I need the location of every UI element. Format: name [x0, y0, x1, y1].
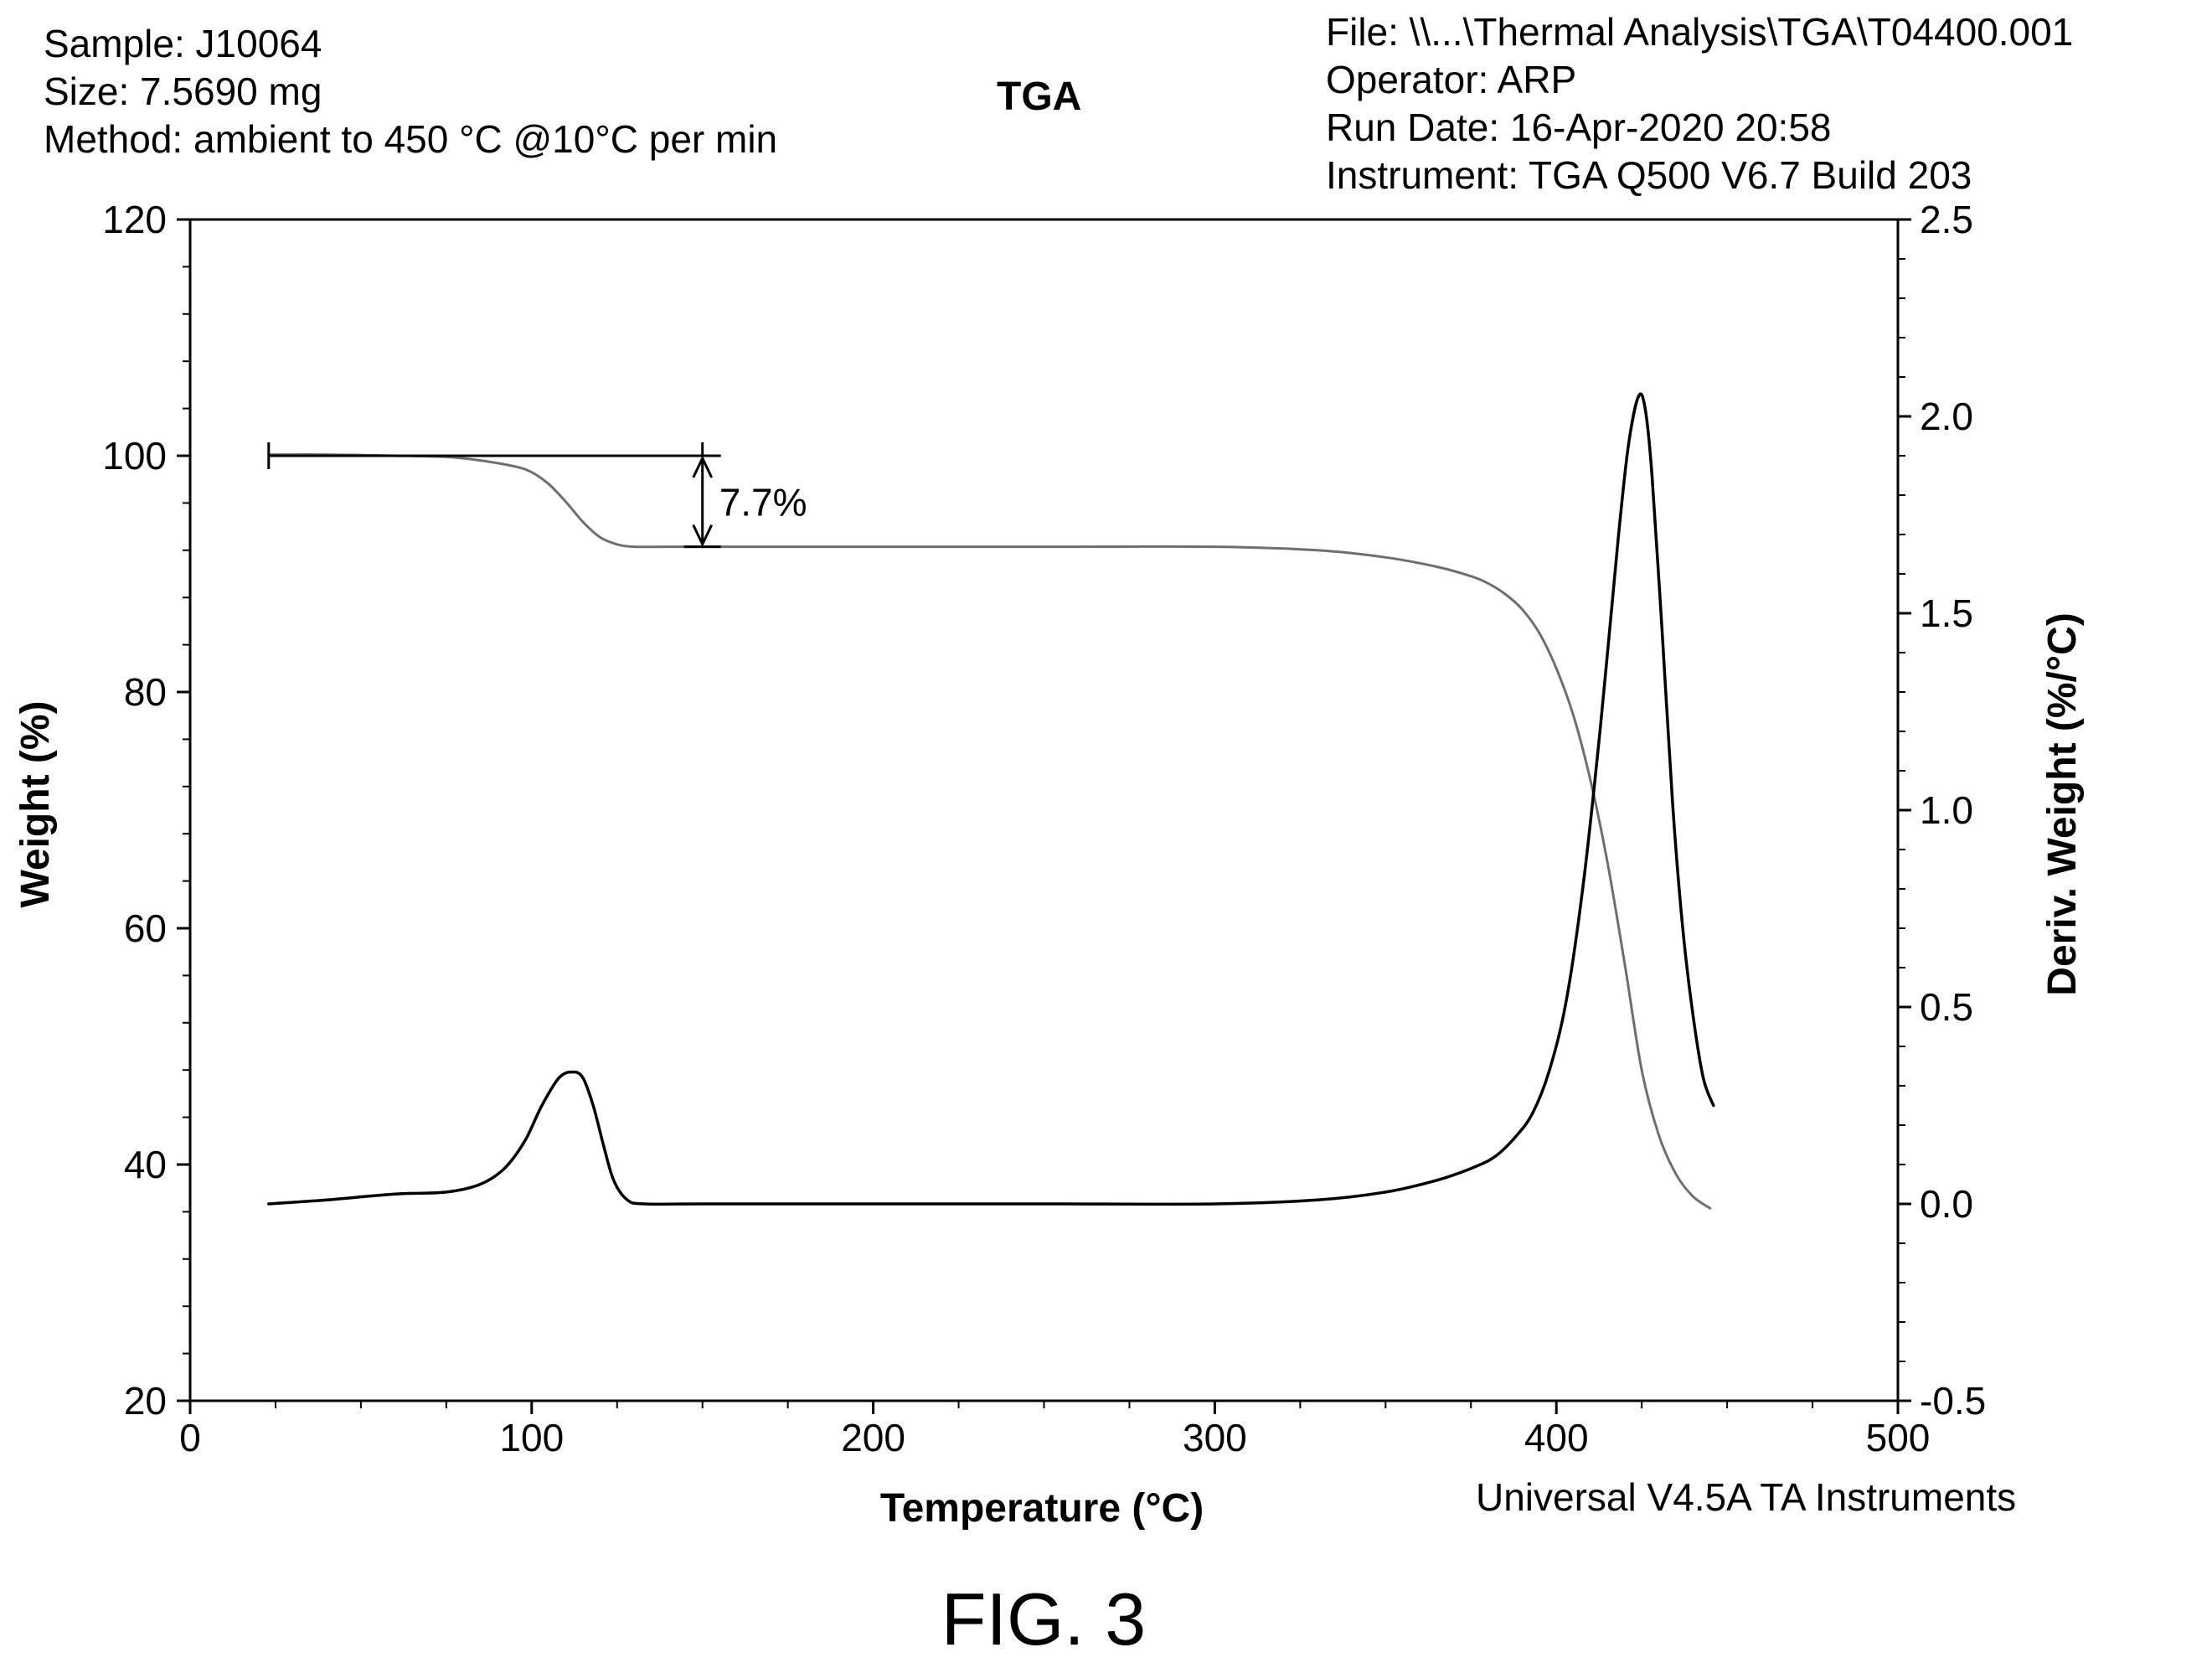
x-tick-label: 100	[499, 1416, 564, 1459]
annotation-arrow-up	[692, 455, 714, 478]
x-tick-label: 500	[1866, 1416, 1931, 1459]
operator: Operator: ARP	[1326, 58, 1577, 101]
run-date: Run Date: 16-Apr-2020 20:58	[1326, 106, 1832, 149]
y-tick-label: 100	[102, 434, 167, 478]
run-info: File: \\...\Thermal Analysis\TGA\T04400.…	[1326, 8, 2073, 199]
series	[267, 392, 1715, 1210]
chart-title: TGA	[997, 75, 1082, 119]
y2-tick-label: -0.5	[1920, 1379, 1986, 1423]
sample-name: Sample: J10064	[44, 22, 322, 65]
x-tick-label: 0	[179, 1416, 201, 1459]
y2-tick-label: 2.5	[1920, 198, 1973, 241]
y2-tick-label: 0.5	[1920, 985, 1973, 1029]
y2-tick-label: 0.0	[1920, 1182, 1973, 1226]
y-tick-label: 40	[124, 1143, 167, 1186]
instrument: Instrument: TGA Q500 V6.7 Build 203	[1326, 153, 1972, 197]
y-tick-label: 60	[124, 906, 167, 950]
y-axis-title: Weight (%)	[13, 700, 58, 907]
y2-tick-label: 1.0	[1920, 788, 1973, 832]
annotation: 7.7%	[267, 442, 807, 549]
x-tick-label: 400	[1524, 1416, 1589, 1459]
x-axis-title: Temperature (°C)	[880, 1486, 1204, 1531]
ticks: 0 100 200 300 400 500 20 40 60 80 100 120 -0.5 0.0 0.5…	[102, 198, 1986, 1459]
x-tick-label: 200	[841, 1416, 905, 1459]
y-tick-label: 80	[124, 670, 167, 714]
file-path: File: \\...\Thermal Analysis\TGA\T04400.…	[1326, 10, 2074, 54]
annotation-arrow-down	[692, 524, 714, 548]
method: Method: ambient to 450 °C @10°C per min	[44, 117, 778, 161]
sample-info: Sample: J10064 Size: 7.5690 mg Method: a…	[44, 20, 777, 163]
y-tick-label: 120	[102, 198, 167, 241]
figure-label: FIG. 3	[941, 1578, 1147, 1660]
x-tick-label: 300	[1183, 1416, 1247, 1459]
y2-axis-title: Deriv. Weight (%/°C)	[2040, 612, 2085, 995]
software-version: Universal V4.5A TA Instruments	[1476, 1475, 2017, 1519]
weight-line	[267, 453, 1712, 1210]
y-tick-label: 20	[124, 1379, 167, 1423]
y2-tick-label: 1.5	[1920, 591, 1973, 635]
y2-tick-label: 2.0	[1920, 395, 1973, 438]
sample-size: Size: 7.5690 mg	[44, 70, 322, 113]
deriv-weight-line	[267, 392, 1715, 1206]
annotation-label: 7.7%	[719, 480, 807, 524]
